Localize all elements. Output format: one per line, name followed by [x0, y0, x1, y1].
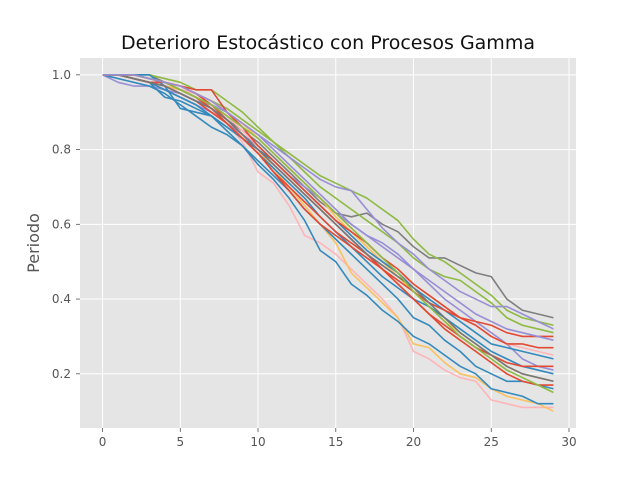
series-line-10 — [102, 74, 554, 405]
series-line-2 — [102, 74, 554, 326]
series-line-11 — [102, 74, 554, 390]
x-tick-label: 5 — [176, 435, 184, 449]
y-axis-label: Periodo — [24, 213, 43, 273]
y-axis-ticks: 0.2 0.4 0.6 0.8 1.0 — [52, 68, 80, 381]
x-tick-label: 20 — [406, 435, 421, 449]
chart-title: Deterioro Estocástico con Procesos Gamma — [121, 32, 535, 54]
y-tick-label: 0.6 — [52, 217, 71, 231]
x-tick-label: 25 — [484, 435, 499, 449]
x-tick-label: 30 — [561, 435, 576, 449]
x-tick-label: 10 — [250, 435, 265, 449]
series-line-19 — [102, 74, 554, 394]
plot-area — [80, 58, 576, 428]
x-tick-label: 15 — [328, 435, 343, 449]
x-axis-ticks: 0 5 10 15 20 25 30 — [99, 428, 577, 449]
grid — [80, 58, 576, 428]
y-tick-label: 0.4 — [52, 292, 71, 306]
y-tick-label: 1.0 — [52, 68, 71, 82]
y-tick-label: 0.2 — [52, 367, 71, 381]
x-tick-label: 0 — [99, 435, 107, 449]
series-line-18 — [102, 74, 554, 383]
y-tick-label: 0.8 — [52, 143, 71, 157]
series-lines — [102, 74, 554, 412]
series-line-20 — [102, 74, 554, 341]
